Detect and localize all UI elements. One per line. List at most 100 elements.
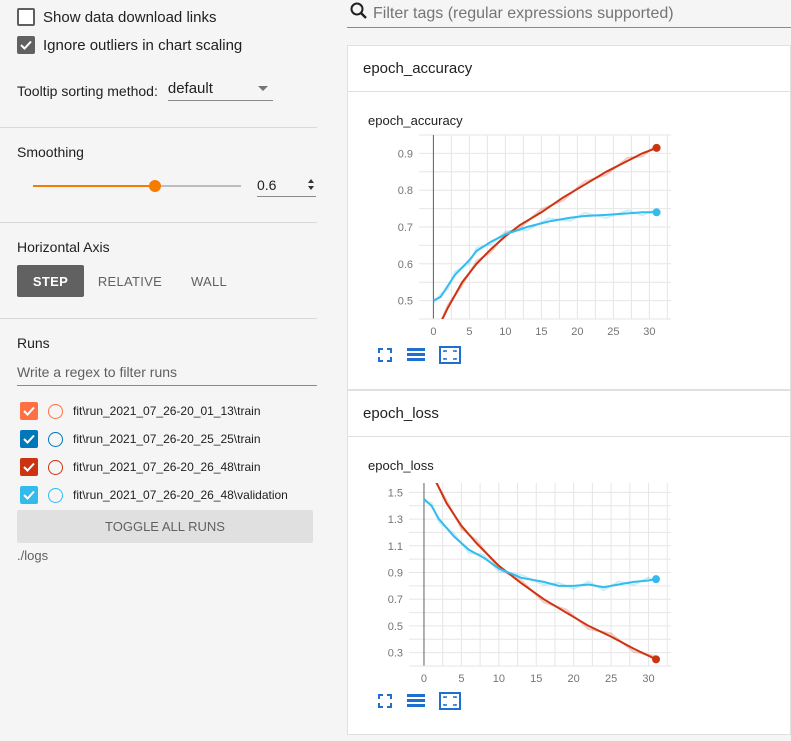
chart-title: epoch_accuracy (368, 113, 463, 128)
card-header[interactable]: epoch_loss (348, 391, 790, 437)
chart-title: epoch_loss (368, 458, 434, 473)
tag-filter[interactable]: Filter tags (regular expressions support… (347, 0, 791, 28)
run-item[interactable]: fit\run_2021_07_26-20_01_13\train (20, 402, 261, 420)
logdir-label: ./logs (17, 548, 49, 563)
x-tick-label: 15 (530, 673, 542, 685)
smoothing-input[interactable]: 0.6 (257, 173, 316, 197)
fullscreen-icon[interactable] (377, 693, 393, 709)
horizontal-axis-toggle: STEP RELATIVE WALL (17, 265, 242, 297)
series-line (441, 146, 657, 319)
run-label: fit\run_2021_07_26-20_26_48\validation (73, 488, 288, 502)
fit-domain-icon[interactable] (439, 346, 461, 364)
card-header[interactable]: epoch_accuracy (348, 46, 790, 92)
smoothing-value: 0.6 (257, 177, 277, 193)
x-tick-label: 5 (458, 673, 464, 685)
x-tick-label: 15 (535, 326, 547, 338)
y-tick-label: 0.9 (388, 567, 403, 579)
fit-domain-icon[interactable] (439, 692, 461, 710)
horizontal-axis-title: Horizontal Axis (17, 239, 110, 255)
series-line (423, 498, 657, 589)
check-icon (23, 462, 35, 472)
x-tick-label: 10 (493, 673, 505, 685)
y-tick-label: 1.1 (388, 541, 403, 553)
checkbox-box[interactable] (17, 8, 35, 26)
y-tick-label: 1.5 (388, 487, 403, 499)
check-icon (23, 490, 35, 500)
fullscreen-icon[interactable] (377, 347, 393, 363)
smoothing-slider-thumb[interactable] (149, 180, 162, 192)
sidebar: Show data download links Ignore outliers… (0, 0, 317, 741)
run-label: fit\run_2021_07_26-20_26_48\train (73, 460, 261, 474)
series-raw-line (434, 483, 657, 658)
tooltip-sorting-select[interactable]: default (167, 80, 273, 101)
run-checkbox[interactable] (20, 486, 38, 504)
y-tick-label: 0.5 (388, 621, 403, 633)
tag-filter-input[interactable]: Filter tags (regular expressions support… (373, 4, 674, 22)
runs-title: Runs (17, 335, 50, 351)
run-item[interactable]: fit\run_2021_07_26-20_25_25\train (20, 430, 261, 448)
select-value: default (167, 80, 213, 97)
axis-wall-button[interactable]: WALL (190, 273, 228, 289)
run-color-circle-icon[interactable] (48, 431, 63, 447)
y-tick-label: 0.7 (388, 594, 403, 606)
toggle-log-scale-icon[interactable] (406, 347, 426, 363)
y-tick-label: 0.9 (398, 148, 413, 160)
loss-card: epoch_loss epoch_loss 0 5 10 15 20 25 30 0.3 0.5… (347, 390, 791, 735)
run-checkbox[interactable] (20, 402, 38, 420)
divider (0, 318, 317, 319)
series-raw-line (441, 144, 658, 319)
x-tick-label: 0 (421, 673, 427, 685)
caret-down-icon (257, 86, 268, 91)
smoothing-slider-track[interactable] (33, 185, 241, 187)
y-tick-label: 1.3 (388, 514, 403, 526)
chart-toolbar (377, 692, 461, 710)
smoothing-title: Smoothing (17, 144, 84, 160)
checkbox-box[interactable] (17, 36, 35, 54)
toggle-all-runs-button[interactable]: TOGGLE ALL RUNS (17, 510, 313, 543)
x-tick-label: 25 (605, 673, 617, 685)
accuracy-card: epoch_accuracy epoch_accuracy 0 5 10 15 20 25… (347, 45, 791, 390)
tooltip-sorting-row: Tooltip sorting method: default (17, 80, 273, 101)
run-color-circle-icon[interactable] (48, 403, 63, 419)
x-tick-label: 30 (643, 326, 655, 338)
spinner-arrows-icon[interactable] (308, 179, 314, 190)
smoothing-slider-fill (33, 185, 156, 187)
search-icon (349, 1, 369, 26)
x-tick-label: 30 (642, 673, 654, 685)
y-tick-label: 0.7 (398, 222, 413, 234)
run-color-circle-icon[interactable] (48, 487, 63, 503)
x-tick-label: 10 (499, 326, 511, 338)
x-tick-label: 0 (430, 326, 436, 338)
y-tick-label: 0.6 (398, 259, 413, 271)
loss-chart[interactable]: 0 5 10 15 20 25 30 0.3 0.5 0.7 0.9 1.1 1.3 1.5 (348, 477, 708, 687)
axis-relative-button[interactable]: RELATIVE (97, 273, 163, 289)
divider (0, 222, 317, 223)
show-download-links-checkbox[interactable]: Show data download links (17, 8, 216, 26)
run-checkbox[interactable] (20, 458, 38, 476)
checkbox-label: Ignore outliers in chart scaling (43, 36, 243, 54)
axis-step-button[interactable]: STEP (17, 265, 84, 297)
series-end-point (652, 143, 661, 152)
check-icon (20, 40, 32, 50)
x-tick-label: 20 (568, 673, 580, 685)
tooltip-sorting-label: Tooltip sorting method: (17, 82, 158, 99)
x-tick-label: 5 (466, 326, 472, 338)
y-tick-label: 0.8 (398, 185, 413, 197)
run-item[interactable]: fit\run_2021_07_26-20_26_48\validation (20, 486, 288, 504)
y-tick-label: 0.3 (388, 648, 403, 660)
run-color-circle-icon[interactable] (48, 459, 63, 475)
y-tick-label: 0.5 (398, 296, 413, 308)
check-icon (23, 434, 35, 444)
toggle-log-scale-icon[interactable] (406, 693, 426, 709)
series-group (423, 483, 657, 661)
series-line (432, 211, 657, 302)
run-label: fit\run_2021_07_26-20_01_13\train (73, 404, 261, 418)
ignore-outliers-checkbox[interactable]: Ignore outliers in chart scaling (17, 36, 242, 54)
runs-filter-input[interactable]: Write a regex to filter runs (17, 364, 317, 386)
series-end-point (652, 575, 661, 584)
run-checkbox[interactable] (20, 430, 38, 448)
accuracy-chart[interactable]: 0 5 10 15 20 25 30 0.5 0.6 0.7 0.8 0.9 (348, 132, 708, 342)
check-icon (23, 406, 35, 416)
series-group (432, 144, 658, 319)
run-item[interactable]: fit\run_2021_07_26-20_26_48\train (20, 458, 261, 476)
